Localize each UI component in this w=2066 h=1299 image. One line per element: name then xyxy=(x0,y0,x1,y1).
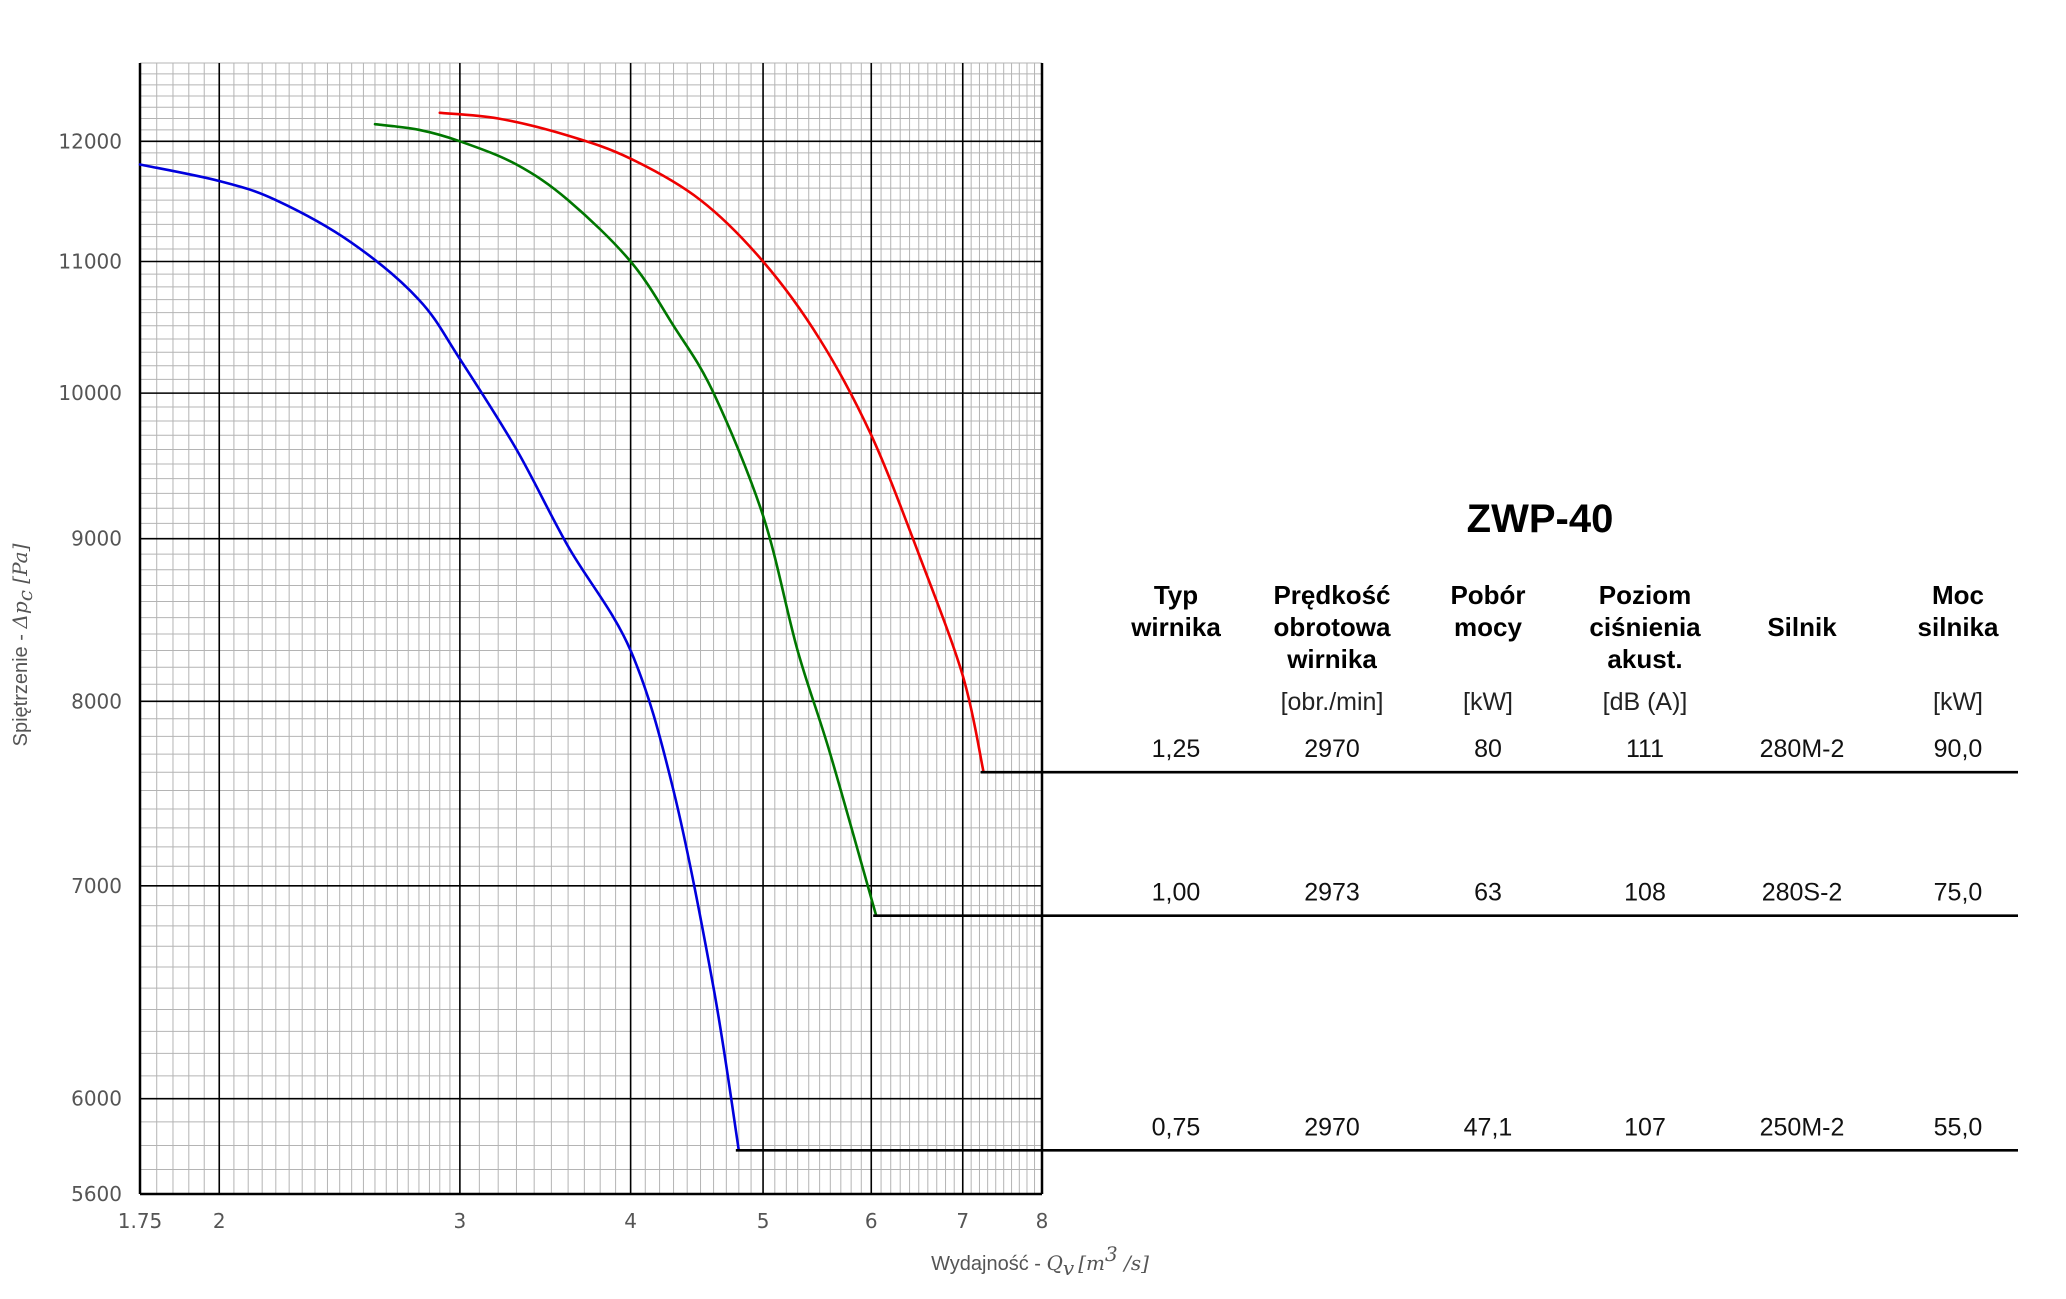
performance-curve-0 xyxy=(138,163,741,1152)
y-tick-label: 11000 xyxy=(58,249,122,273)
table-cell: 107 xyxy=(1624,1113,1666,1141)
table-cell: 2973 xyxy=(1304,879,1360,907)
row-leader-lines xyxy=(735,770,2018,1152)
y-tick-label: 10000 xyxy=(58,381,122,405)
y-tick-labels: 5600 6000 7000 8000 9000 10000 11000 12000 xyxy=(58,129,122,1206)
column-unit: [obr./min] xyxy=(1281,688,1384,716)
x-tick-label: 6 xyxy=(865,1209,878,1233)
table-rows: 1,25 2970 80 111 280M-2 90,0 1,00 2973 63 108 280S… xyxy=(1152,735,1983,1141)
table-cell: 75,0 xyxy=(1934,879,1983,907)
column-unit: [kW] xyxy=(1933,688,1983,716)
y-tick-label: 12000 xyxy=(58,129,122,153)
plot-axes xyxy=(138,63,1044,1196)
column-header-line: akust. xyxy=(1607,644,1682,674)
table-cell: 55,0 xyxy=(1934,1113,1983,1141)
column-header-line: Poziom xyxy=(1599,580,1691,610)
minor-grid xyxy=(140,62,1043,1194)
y-tick-label: 9000 xyxy=(71,527,122,551)
x-axis-title: Wydajność - Qv [m3 /s] xyxy=(931,1242,1149,1280)
column-header-line: Prędkość xyxy=(1273,580,1390,610)
table-cell: 47,1 xyxy=(1464,1113,1513,1141)
column-unit: [dB (A)] xyxy=(1603,688,1688,716)
column-header-line: obrotowa xyxy=(1274,612,1392,642)
performance-curve-2 xyxy=(438,111,985,774)
column-header-line: Moc xyxy=(1932,580,1984,610)
column-header-line: wirnika xyxy=(1286,644,1377,674)
table-cell: 63 xyxy=(1474,879,1502,907)
column-header-line: ciśnienia xyxy=(1589,612,1701,642)
y-tick-label: 6000 xyxy=(71,1087,122,1111)
table-cell: 250M-2 xyxy=(1760,1113,1845,1141)
column-header-line: Silnik xyxy=(1767,612,1837,642)
table-title: ZWP-40 xyxy=(1467,497,1614,541)
x-tick-label: 3 xyxy=(454,1209,467,1233)
column-header-line: silnika xyxy=(1918,612,1999,642)
x-tick-label: 4 xyxy=(624,1209,637,1233)
table-cell: 2970 xyxy=(1304,1113,1360,1141)
y-tick-label: 7000 xyxy=(71,874,122,898)
x-tick-label: 5 xyxy=(757,1209,770,1233)
y-axis-title: Spiętrzenie - Δpc [Pa] xyxy=(8,543,37,746)
column-unit: [kW] xyxy=(1463,688,1513,716)
table-cell: 108 xyxy=(1624,879,1666,907)
column-header-line: Typ xyxy=(1154,580,1198,610)
x-tick-label: 8 xyxy=(1036,1209,1049,1233)
y-tick-label: 8000 xyxy=(71,689,122,713)
column-header-line: Pobór xyxy=(1450,580,1525,610)
performance-curve-1 xyxy=(373,122,878,917)
table-cell: 1,25 xyxy=(1152,735,1201,763)
table-cell: 90,0 xyxy=(1934,735,1983,763)
table-cell: 280S-2 xyxy=(1762,879,1843,907)
x-tick-label: 7 xyxy=(956,1209,969,1233)
table-cell: 0,75 xyxy=(1152,1113,1201,1141)
major-grid xyxy=(140,63,1042,1194)
table-header: TypwirnikaPrędkośćobrotowawirnika[obr./m… xyxy=(1130,580,1999,716)
table-cell: 2970 xyxy=(1304,735,1360,763)
y-tick-label: 5600 xyxy=(71,1182,122,1206)
x-tick-label: 1.75 xyxy=(118,1209,163,1233)
fan-spec-table: ZWP-40 TypwirnikaPrędkośćobrotowawirnika… xyxy=(1130,497,1999,1141)
column-header-line: wirnika xyxy=(1130,612,1221,642)
table-cell: 111 xyxy=(1626,735,1664,763)
x-tick-labels: 1.75 2 3 4 5 6 7 8 xyxy=(118,1209,1049,1233)
performance-curves xyxy=(138,111,985,1152)
table-cell: 1,00 xyxy=(1152,879,1201,907)
column-header-line: mocy xyxy=(1454,612,1522,642)
table-cell: 280M-2 xyxy=(1760,735,1845,763)
table-cell: 80 xyxy=(1474,735,1502,763)
x-tick-label: 2 xyxy=(213,1209,226,1233)
